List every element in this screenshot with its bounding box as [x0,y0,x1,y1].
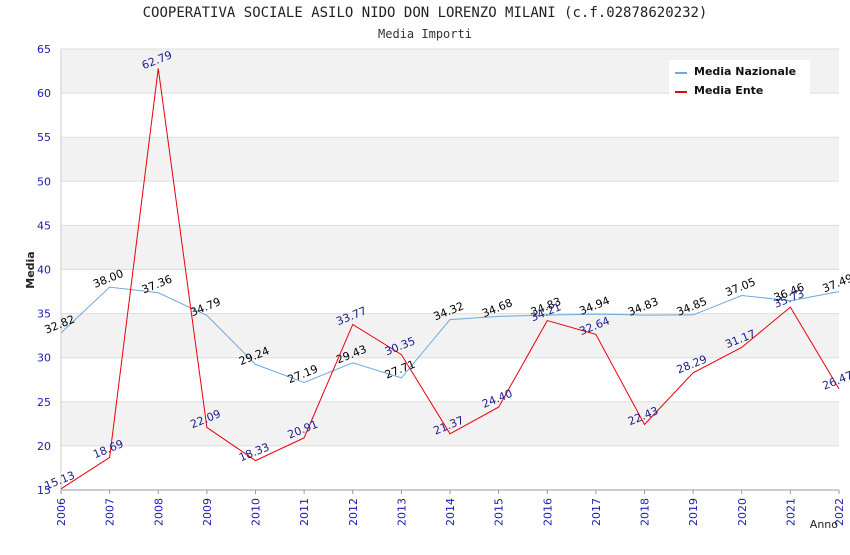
x-tick-label: 2009 [201,498,214,526]
data-label: 26.47 [821,369,850,393]
x-tick-label: 2011 [298,498,311,526]
x-tick-label: 2022 [833,498,846,526]
grid-band [61,137,839,182]
y-tick-label: 25 [37,396,51,409]
x-tick-label: 2021 [784,498,797,526]
series-line-1 [60,68,840,490]
data-label: 27.19 [286,362,320,386]
y-tick-label: 60 [37,87,51,100]
x-tick-label: 2007 [104,498,117,526]
y-tick-label: 40 [37,264,51,277]
x-tick-label: 2018 [639,498,652,526]
x-tick-label: 2020 [736,498,749,526]
x-tick-label: 2013 [395,498,408,526]
legend-label: Media Nazionale [694,65,796,78]
y-tick-label: 55 [37,131,51,144]
x-tick-label: 2014 [444,498,457,526]
x-tick-label: 2019 [687,498,700,526]
legend-label: Media Ente [694,84,763,97]
x-tick-label: 2010 [250,498,263,526]
chart-title: COOPERATIVA SOCIALE ASILO NIDO DON LOREN… [142,5,708,21]
y-tick-label: 15 [37,484,51,497]
x-tick-label: 2006 [55,498,68,526]
grid-band [61,225,839,270]
y-tick-label: 35 [37,308,51,321]
y-tick-label: 45 [37,219,51,232]
y-axis-title: Media [24,251,37,288]
data-label: 15.13 [43,469,77,493]
chart-subtitle: Media Importi [378,27,472,41]
x-axis-title: Anno [810,518,838,531]
x-tick-label: 2008 [152,498,165,526]
data-label: 38.00 [91,267,125,291]
grid-band [61,313,839,358]
x-tick-label: 2017 [590,498,603,526]
x-tick-label: 2012 [347,498,360,526]
data-label: 37.49 [821,271,850,295]
y-tick-label: 30 [37,352,51,365]
grid-band [61,401,839,446]
y-tick-label: 65 [37,43,51,56]
y-tick-label: 50 [37,175,51,188]
y-tick-label: 20 [37,440,51,453]
legend-box [669,60,810,98]
x-tick-label: 2016 [541,498,554,526]
x-tick-label: 2015 [493,498,506,526]
